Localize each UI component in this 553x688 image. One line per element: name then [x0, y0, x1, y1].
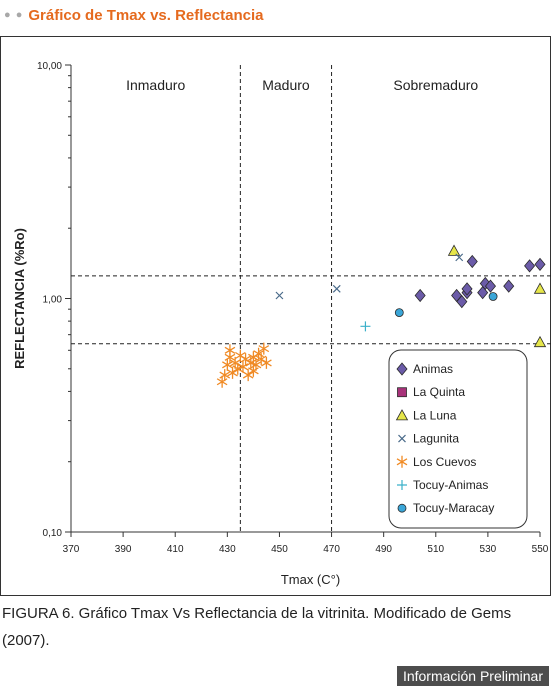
data-point: [216, 375, 228, 388]
x-tick-label: 410: [167, 544, 184, 555]
legend-label: Tocuy-Maracay: [413, 501, 494, 515]
x-tick-label: 490: [375, 544, 392, 555]
data-point: [488, 292, 498, 301]
zone-label: Inmaduro: [126, 77, 185, 93]
x-tick-label: 510: [427, 544, 444, 555]
x-tick-label: 450: [271, 544, 288, 555]
legend-marker: [396, 455, 408, 468]
data-point: [503, 279, 515, 293]
figure-caption: FIGURA 6. Gráfico Tmax Vs Reflectancia d…: [2, 605, 512, 649]
x-tick-label: 550: [532, 544, 549, 555]
data-point: [224, 344, 236, 357]
y-tick-label: 10,00: [37, 61, 62, 72]
data-point: [466, 254, 478, 269]
data-point: [394, 308, 404, 318]
legend-marker: [397, 503, 407, 513]
legend-label: Animas: [413, 362, 453, 376]
legend-label: Los Cuevos: [413, 455, 476, 469]
data-point: [484, 279, 497, 293]
preliminary-badge: Información Preliminar: [396, 666, 549, 686]
x-tick-label: 370: [63, 544, 80, 555]
data-point: [227, 366, 238, 379]
data-point: [456, 294, 468, 309]
legend-label: Lagunita: [413, 432, 459, 446]
legend-marker: [396, 362, 408, 376]
bullet-dots-icon: ● ●: [4, 9, 24, 21]
data-point: [524, 259, 536, 273]
x-tick-label: 390: [115, 544, 132, 555]
data-point: [250, 358, 262, 371]
chart-title: Gráfico de Tmax vs. Reflectancia: [28, 6, 264, 24]
section-header: ● ● Gráfico de Tmax vs. Reflectancia: [4, 4, 263, 26]
data-point: [332, 284, 341, 293]
legend-box: [388, 349, 528, 529]
legend-marker: [397, 387, 407, 398]
data-point: [237, 360, 249, 373]
x-tick-label: 530: [480, 544, 497, 555]
zone-label: Sobremaduro: [393, 77, 478, 93]
data-point: [242, 369, 254, 382]
legend-label: La Luna: [413, 408, 457, 422]
x-axis-label: Tmax (C°): [281, 572, 340, 587]
legend-label: Tocuy-Animas: [413, 478, 488, 492]
data-point: [258, 342, 270, 355]
data-point: [534, 257, 546, 272]
data-point: [221, 358, 233, 371]
data-point: [447, 244, 461, 256]
data-point: [461, 282, 473, 296]
zone-label: Maduro: [262, 77, 310, 93]
x-tick-label: 470: [323, 544, 340, 555]
legend-marker: [398, 434, 406, 443]
data-point: [414, 288, 426, 303]
data-point: [455, 253, 464, 262]
data-point: [533, 335, 547, 348]
data-point: [219, 369, 231, 382]
legend-marker: [397, 480, 407, 490]
legend-label: La Quinta: [413, 385, 465, 399]
chart-frame: 10,00 1,00 0,10 370 390 410 430 450 470 490 510 530…: [0, 36, 552, 596]
legend-marker: [395, 409, 409, 421]
x-tick-label: 430: [219, 544, 236, 555]
data-point: [533, 282, 547, 294]
y-axis-label: REFLECTANCIA (%Ro): [12, 228, 27, 369]
data-point: [275, 291, 284, 300]
data-point: [232, 362, 244, 375]
data-point: [261, 356, 272, 369]
data-point: [360, 321, 371, 332]
y-tick-label: 0,10: [43, 528, 63, 539]
y-tick-label: 1,00: [43, 295, 63, 306]
